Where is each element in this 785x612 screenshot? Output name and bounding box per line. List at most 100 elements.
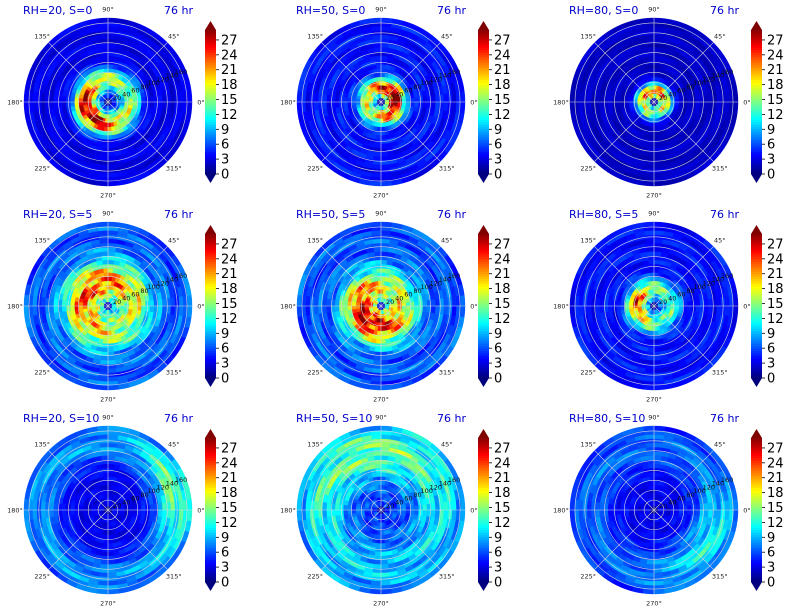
heatmap-cell — [380, 26, 392, 32]
colorbar-segment — [205, 111, 216, 115]
radial-tick-label: 40 — [668, 90, 676, 98]
heatmap-cell — [374, 255, 382, 261]
colorbar-segment — [205, 253, 216, 257]
colorbar-segment — [205, 273, 216, 277]
heatmap-cell — [380, 255, 388, 261]
colorbar-segment — [751, 164, 762, 167]
heatmap-cell — [132, 101, 138, 107]
heatmap-cell — [377, 122, 382, 128]
colorbar-tick-label: 18 — [494, 78, 511, 93]
heatmap-cell — [48, 94, 55, 103]
heatmap-cell — [153, 299, 159, 307]
colorbar-segment — [205, 340, 216, 344]
colorbar-segment — [205, 330, 216, 334]
colorbar-segment — [478, 141, 489, 145]
radial-tick-label: 60 — [677, 87, 685, 95]
heatmap-cell — [397, 101, 403, 105]
colorbar-tick-label: 21 — [221, 63, 238, 78]
heatmap-cell — [642, 180, 655, 187]
heatmap-cell — [380, 84, 384, 90]
angular-tick-label: 45° — [168, 237, 180, 245]
heatmap-cell — [376, 126, 382, 132]
colorbar-segment — [478, 54, 489, 58]
heatmap-cell — [430, 101, 436, 110]
colorbar-segment — [478, 34, 489, 38]
heatmap-cell — [678, 101, 684, 107]
heatmap-cell — [430, 298, 436, 307]
heatmap-cell — [380, 63, 387, 69]
heatmap-cell — [380, 80, 384, 86]
heatmap-cell — [380, 276, 386, 282]
heatmap-cell — [646, 155, 655, 162]
heatmap-cell — [334, 305, 340, 313]
colorbar-segment — [751, 47, 762, 51]
heatmap-cell — [61, 101, 67, 109]
heatmap-cell — [372, 34, 382, 40]
colorbar-segment — [751, 32, 762, 36]
colorbar-segment — [751, 119, 762, 123]
heatmap-cell — [380, 259, 388, 265]
heatmap-cell — [459, 101, 466, 114]
heatmap-cell — [128, 305, 134, 310]
heatmap-cell — [653, 55, 661, 61]
colorbar-segment — [751, 129, 762, 133]
heatmap-cell — [699, 101, 705, 109]
heatmap-cell — [646, 42, 655, 49]
colorbar-tick-label: 0 — [221, 372, 229, 387]
heatmap-cell — [69, 96, 75, 103]
colorbar-tick-label: 15 — [494, 93, 511, 108]
heatmap-cell — [107, 155, 116, 162]
heatmap-cell — [53, 94, 59, 103]
colorbar-segment — [205, 102, 216, 105]
colorbar-segment — [205, 365, 216, 369]
heatmap-cell — [107, 230, 119, 236]
colorbar-segment — [205, 79, 216, 83]
heatmap-cell — [653, 143, 661, 149]
colorbar-segment — [478, 171, 489, 175]
heatmap-cell — [101, 51, 109, 57]
colorbar-segment — [478, 114, 489, 118]
colorbar-segment — [478, 84, 489, 88]
heatmap-cell — [378, 118, 382, 124]
colorbar-segment — [751, 121, 762, 125]
heatmap-cell — [370, 172, 382, 178]
colorbar-tick-label: 12 — [767, 108, 784, 123]
heatmap-cell — [599, 94, 605, 103]
colorbar-segment — [478, 92, 489, 95]
heatmap-cell — [443, 101, 449, 111]
heatmap-cell — [99, 34, 109, 40]
polar-panel: 0°45°90°135°180°225°270°315°20 40 60 801001… — [280, 208, 510, 404]
colorbar-segment — [205, 271, 216, 275]
heatmap-cell — [375, 135, 382, 141]
heatmap-cell — [373, 155, 382, 162]
heatmap-cell — [451, 91, 457, 103]
colorbar-segment — [478, 64, 489, 68]
heatmap-cell — [351, 97, 357, 103]
heatmap-cell — [380, 55, 388, 61]
heatmap-cell — [107, 267, 114, 273]
colorbar-segment — [751, 49, 762, 53]
colorbar-tick-label: 24 — [494, 48, 511, 63]
heatmap-cell — [373, 42, 382, 49]
heatmap-cell — [161, 101, 168, 110]
colorbar-segment — [751, 37, 762, 41]
colorbar-segment — [751, 151, 762, 155]
colorbar-segment — [751, 30, 762, 33]
angular-tick-label: 315° — [712, 164, 728, 172]
heatmap-cell — [97, 376, 109, 382]
heatmap-cell — [695, 101, 701, 109]
heatmap-cell — [23, 294, 30, 307]
heatmap-cell — [426, 101, 432, 109]
colorbar-segment — [478, 111, 489, 115]
colorbar-segment — [478, 169, 489, 172]
heatmap-cell — [646, 47, 655, 53]
heatmap-cell — [48, 101, 55, 110]
colorbar-tick-label: 15 — [221, 297, 238, 312]
colorbar-segment — [478, 129, 489, 133]
colorbar-segment — [205, 67, 216, 71]
heatmap-cell — [430, 94, 436, 103]
heatmap-cell — [105, 318, 109, 324]
heatmap-cell — [443, 93, 449, 103]
colorbar-segment — [205, 241, 216, 245]
